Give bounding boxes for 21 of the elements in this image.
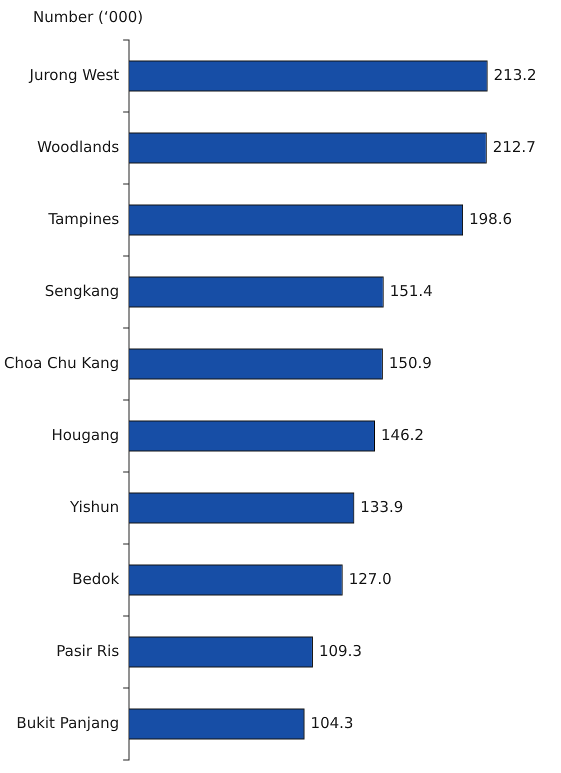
y-tick-label: Yishun	[69, 498, 120, 516]
y-tick-label: Choa Chu Kang	[4, 354, 120, 372]
y-tick-label: Hougang	[51, 426, 120, 444]
data-label: 212.7	[492, 138, 536, 156]
y-tick-label: Pasir Ris	[56, 642, 120, 660]
data-label: 198.6	[469, 210, 512, 228]
y-axis-title: Number (‘000)	[33, 8, 144, 26]
y-tick-label: Bedok	[72, 570, 120, 588]
y-tick-label: Jurong West	[28, 66, 120, 84]
data-label: 127.0	[348, 570, 392, 588]
y-tick-label: Sengkang	[44, 282, 120, 300]
data-label: 213.2	[494, 66, 537, 84]
data-label: 151.4	[390, 282, 433, 300]
y-tick-label: Tampines	[47, 210, 120, 228]
data-label: 150.9	[388, 354, 432, 372]
y-tick-label: Woodlands	[37, 138, 120, 156]
y-tick-label: Bukit Panjang	[16, 714, 120, 732]
data-label: 133.9	[360, 498, 404, 516]
data-label: 104.3	[310, 714, 354, 732]
data-label: 109.3	[318, 642, 362, 660]
data-label: 146.2	[380, 426, 424, 444]
